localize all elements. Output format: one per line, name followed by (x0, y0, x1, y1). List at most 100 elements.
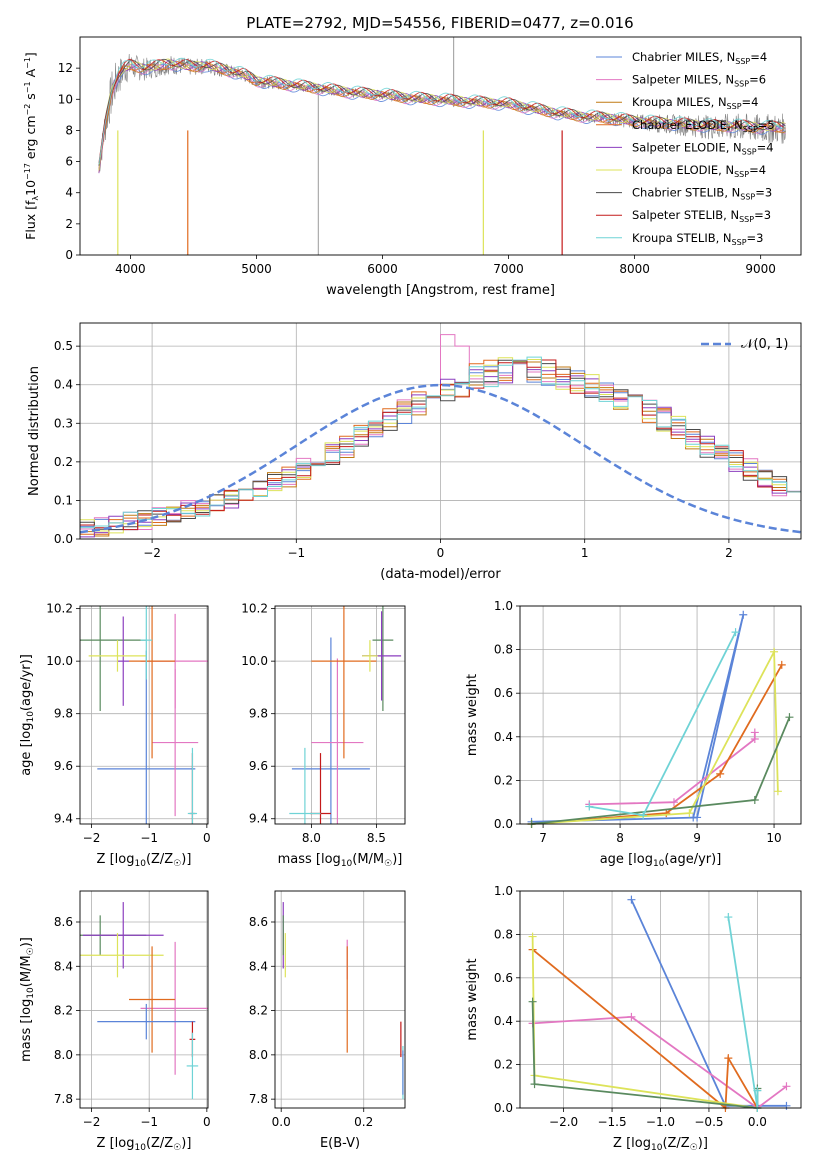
age-vs-Z-ytick-label: 9.4 (54, 812, 73, 826)
massweight-vs-Z-point-marker (782, 1082, 791, 1091)
residuals-xtick-label: −2 (143, 546, 161, 560)
massweight-vs-Z-point-marker (724, 913, 733, 922)
spectrum-legend-label: Chabrier MILES, NSSP=4 (632, 50, 767, 66)
massweight-vs-age-point-marker (639, 811, 648, 820)
residuals-xtick-label: 2 (725, 546, 733, 560)
mass-vs-ebv-frame (274, 890, 406, 1109)
massweight-vs-age-xtick-label: 7 (539, 831, 547, 845)
massweight-vs-age-ytick-label: 0.4 (494, 730, 513, 744)
spectrum-ytick-label: 6 (65, 155, 73, 169)
spectrum-axes: 4000 5000 6000 7000 8000 9000 0 2 4 6 8 10 12 (58, 61, 776, 276)
massweight-vs-age-point-marker (750, 728, 759, 737)
residuals-ytick-label: 0.2 (54, 455, 73, 469)
massweight-vs-Z-ytick-label: 0.6 (494, 971, 513, 985)
age-vs-mass-xlabel: mass [log10(M/M☉)] (278, 852, 403, 869)
age-vs-Z-ytick-label: 9.8 (54, 707, 73, 721)
massweight-vs-Z-ytick-label: 0.8 (494, 927, 513, 941)
spectrum-model-line-7 (98, 58, 786, 164)
spectrum-legend-label: Kroupa ELODIE, NSSP=4 (632, 163, 766, 179)
age-vs-Z-ylabel: age [log10(age/yr)] (19, 654, 36, 776)
mass-vs-ebv-ytick-label: 8.6 (249, 915, 268, 929)
mass-vs-Z-xtick-label: −2 (83, 1115, 101, 1129)
massweight-vs-Z-ytick-label: 1.0 (494, 884, 513, 898)
massweight-vs-Z-ytick-label: 0.0 (494, 1101, 513, 1115)
mass-vs-ebv-xtick-label: 0.0 (272, 1115, 291, 1129)
residuals-ytick-label: 0.5 (54, 339, 73, 353)
spectrum-ytick-label: 10 (58, 92, 73, 106)
spectrum-xtick-label: 9000 (745, 262, 776, 276)
massweight-vs-age-frame (519, 605, 802, 825)
age-vs-Z-xtick-label: 0 (203, 831, 211, 845)
massweight-vs-age-xlabel: age [log10(age/yr)] (600, 852, 722, 869)
residuals-xtick-label: 1 (581, 546, 589, 560)
massweight-vs-Z-xtick-label: −1.5 (597, 1115, 626, 1129)
mass-vs-Z-ylabel: mass [log10(M/M☉)] (19, 937, 36, 1062)
massweight-vs-Z-frame (519, 890, 802, 1109)
spectrum-xtick-label: 5000 (241, 262, 272, 276)
mass-vs-ebv-errorbars (282, 902, 404, 1100)
spectrum-legend-label: Salpeter MILES, NSSP=6 (632, 73, 766, 89)
spectrum-xlabel: wavelength [Angstrom, rest frame] (326, 283, 555, 298)
massweight-vs-Z-ytick-label: 0.4 (494, 1014, 513, 1028)
mass-vs-ebv-axes: 0.0 0.2 7.8 8.0 8.2 8.4 8.6 (249, 891, 405, 1129)
age-vs-Z-ytick-label: 10.0 (46, 654, 73, 668)
age-vs-mass-ytick-label: 10.2 (241, 602, 268, 616)
age-vs-mass-xtick-label: 8.5 (367, 831, 386, 845)
age-vs-Z-xlabel: Z [log10(Z/Z☉)] (97, 852, 192, 869)
residual-histogram-8 (80, 356, 801, 529)
spectrum-model-line-8 (98, 57, 786, 165)
spectrum-xtick-label: 7000 (493, 262, 524, 276)
mass-vs-Z-ytick-label: 8.2 (54, 1004, 73, 1018)
massweight-vs-age-line (531, 614, 745, 823)
mass-vs-ebv-ytick-label: 7.8 (249, 1092, 268, 1106)
age-vs-Z-ytick-label: 10.2 (46, 602, 73, 616)
age-vs-mass-errorbars (289, 606, 402, 824)
massweight-vs-age-ylabel: mass weight (465, 674, 480, 756)
massweight-vs-Z-ytick-label: 0.2 (494, 1058, 513, 1072)
mass-vs-ebv-xlabel: E(B-V) (320, 1136, 360, 1151)
age-vs-mass-ytick-label: 9.6 (249, 759, 268, 773)
gaussian-curve (79, 383, 802, 534)
spectrum-ytick-label: 8 (65, 123, 73, 137)
mass-vs-Z-ytick-label: 8.4 (54, 959, 73, 973)
spectrum-legend-label: Kroupa STELIB, NSSP=3 (632, 231, 763, 247)
spectrum-ytick-label: 2 (65, 217, 73, 231)
residuals-ytick-label: 0.1 (54, 493, 73, 507)
massweight-vs-age-point-marker (773, 787, 782, 796)
mass-vs-Z-ytick-label: 8.6 (54, 915, 73, 929)
mass-vs-Z-errorbars (80, 902, 208, 1100)
massweight-vs-age-ytick-label: 1.0 (494, 599, 513, 613)
massweight-vs-age-point-marker (685, 809, 694, 818)
massweight-vs-age-point-marker (716, 769, 725, 778)
massweight-vs-age-point-marker (777, 660, 786, 669)
massweight-vs-Z-point-marker (528, 997, 537, 1006)
massweight-vs-Z-xtick-label: −0.5 (694, 1115, 723, 1129)
massweight-vs-age-line (531, 648, 779, 825)
massweight-vs-Z-point-marker (724, 1054, 733, 1063)
age-vs-Z-xtick-label: −2 (83, 831, 101, 845)
residuals-ytick-label: 0.0 (54, 532, 73, 546)
spectrum-legend-label: Kroupa MILES, NSSP=4 (632, 95, 758, 111)
massweight-vs-Z-point-marker (782, 1101, 791, 1110)
age-vs-Z-xtick-label: −1 (140, 831, 158, 845)
massweight-vs-age-xtick-label: 8 (616, 831, 624, 845)
mass-vs-Z-frame (79, 890, 209, 1109)
residuals-ytick-label: 0.3 (54, 416, 73, 430)
massweight-vs-Z-point-marker (530, 1080, 539, 1089)
massweight-vs-age-point-marker (689, 813, 698, 822)
spectrum-model-line-6 (98, 58, 786, 166)
age-vs-Z-axes: −2 −1 0 9.4 9.6 9.8 10.0 10.2 (46, 602, 210, 845)
massweight-vs-age-xtick-label: 9 (693, 831, 701, 845)
residual-histogram-1 (80, 334, 801, 530)
spectrum-legend-label: Chabrier ELODIE, NSSP=5 (632, 118, 775, 134)
massweight-vs-age-axes: 7 8 9 10 0.0 0.2 0.4 0.6 0.8 1.0 (494, 599, 801, 845)
massweight-vs-age-ytick-label: 0.2 (494, 773, 513, 787)
figure-title: PLATE=2792, MJD=54556, FIBERID=0477, z=0… (246, 14, 633, 32)
age-vs-mass-xtick-label: 8.0 (302, 831, 321, 845)
massweight-vs-age-point-marker (739, 610, 748, 619)
massweight-vs-age-ytick-label: 0.6 (494, 686, 513, 700)
massweight-vs-Z-point-marker (753, 1086, 762, 1095)
spectrum-frame (79, 36, 802, 256)
